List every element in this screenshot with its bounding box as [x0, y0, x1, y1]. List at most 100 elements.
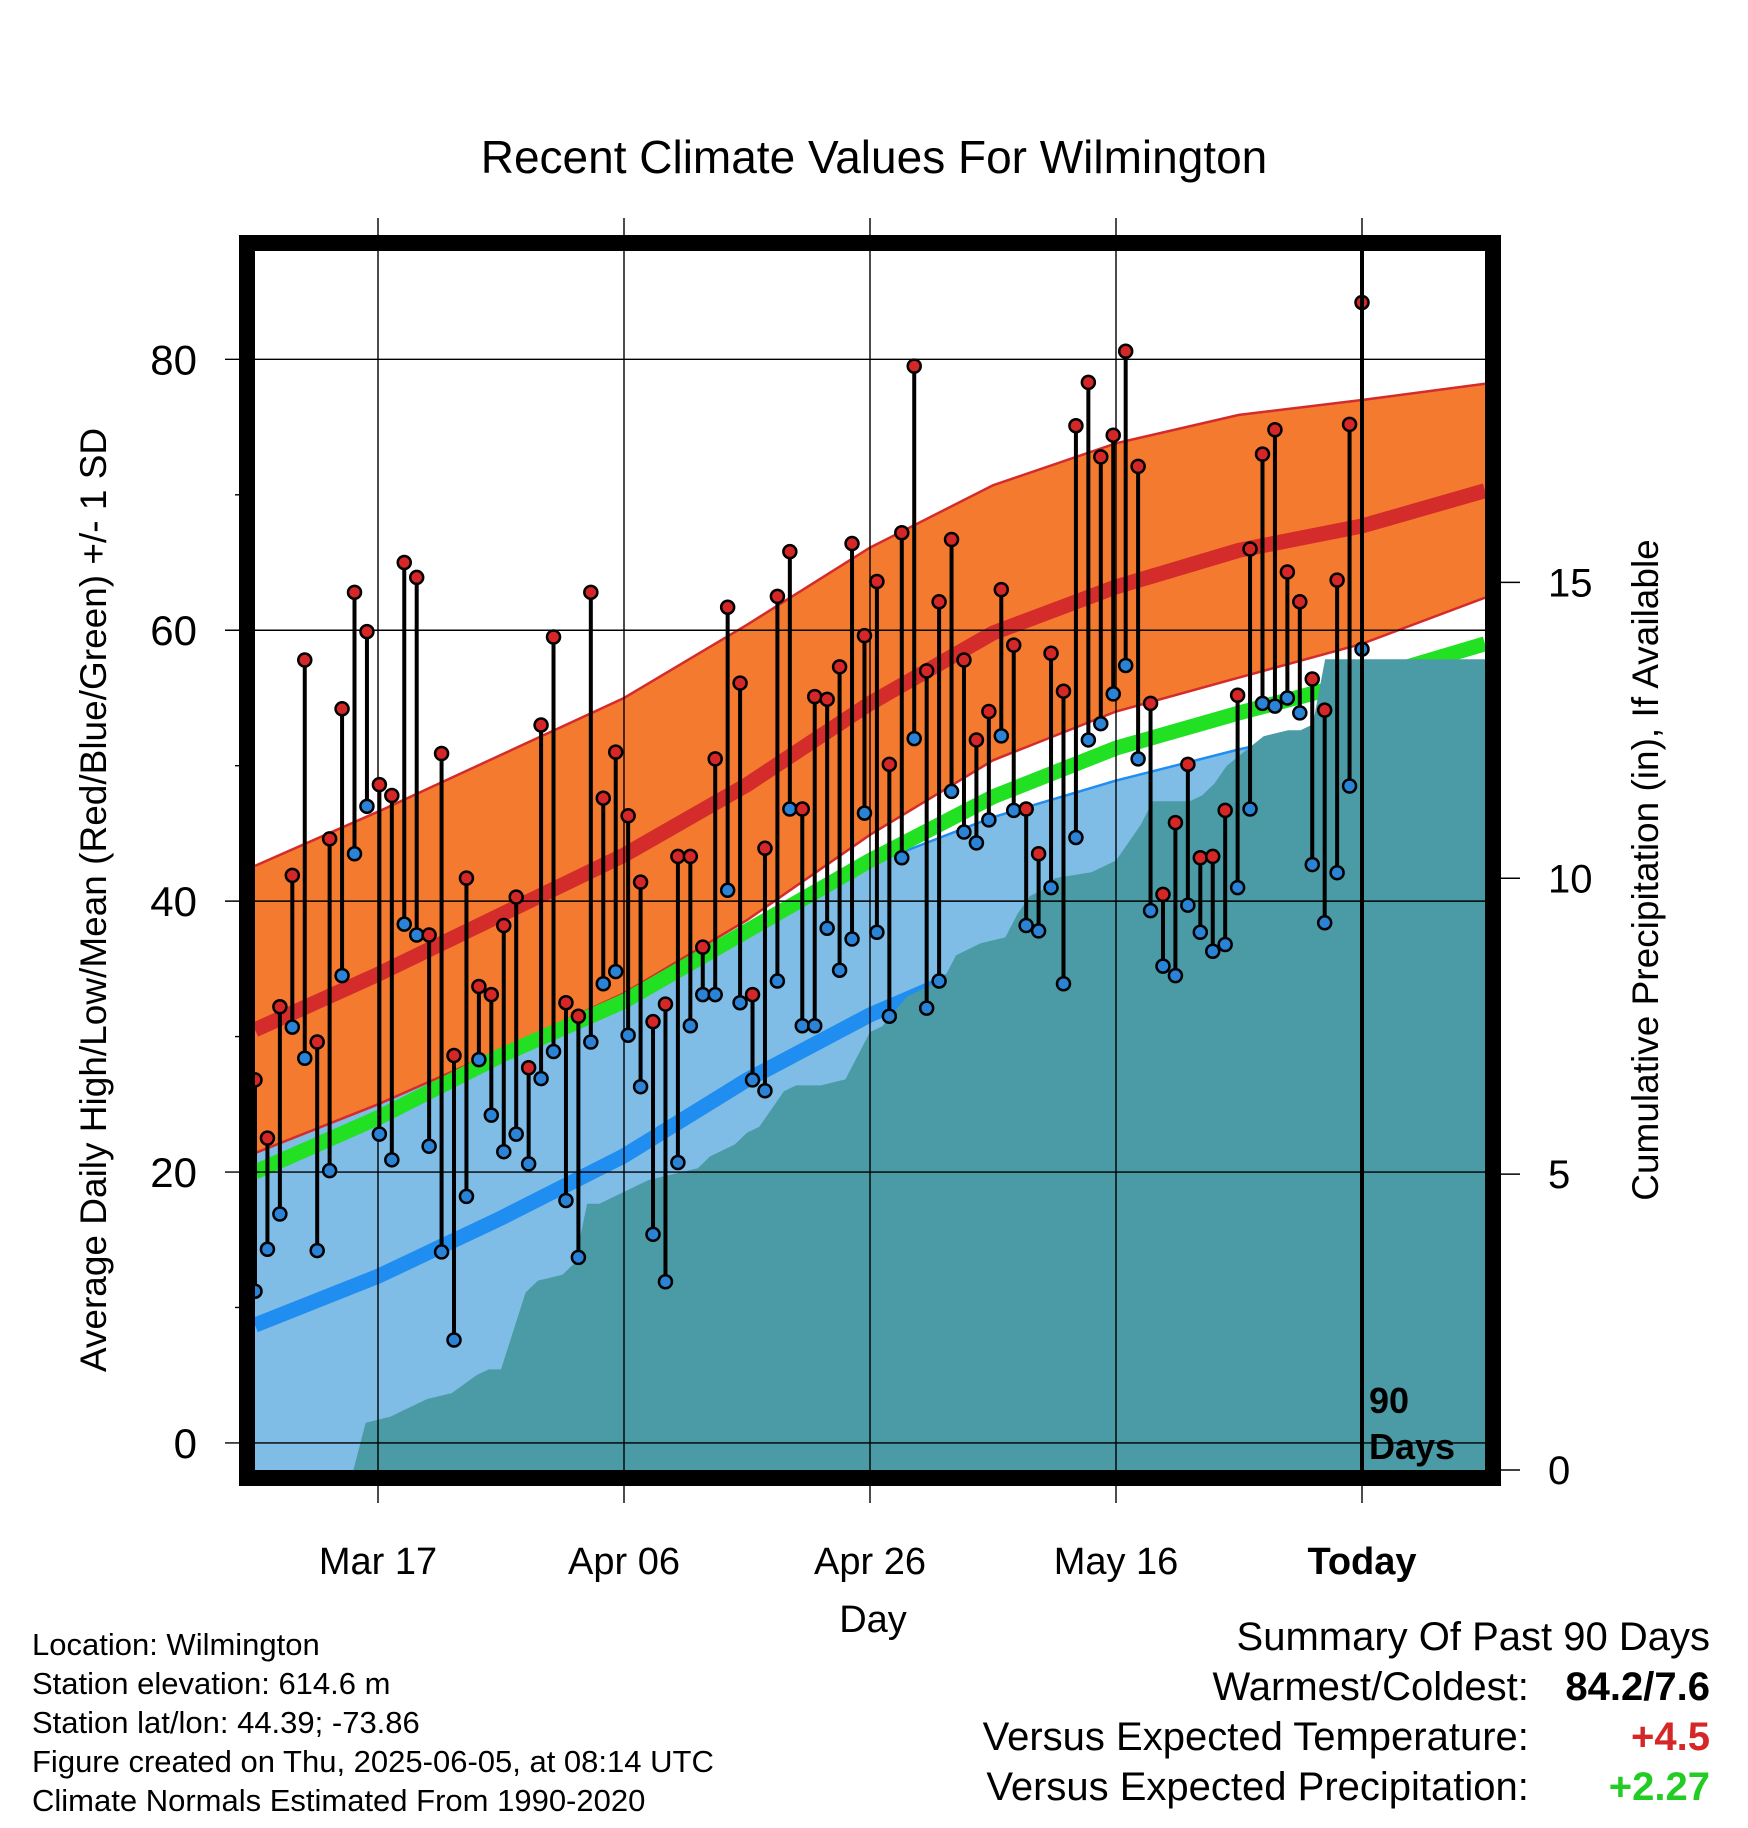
plot-content: 90 Days — [255, 251, 1485, 1470]
summary-precip-label: Versus Expected Precipitation: — [986, 1765, 1529, 1809]
obs-high-point — [421, 927, 437, 943]
obs-high-point — [1130, 458, 1146, 475]
obs-high-point — [1093, 449, 1109, 465]
x-axis-label: Day — [839, 1599, 907, 1641]
obs-low-point — [1292, 705, 1308, 721]
obs-high-point — [757, 840, 773, 857]
obs-low-point — [993, 728, 1010, 744]
obs-high-point — [918, 663, 935, 679]
obs-low-point — [570, 1249, 587, 1266]
x-tick-label: May 16 — [1054, 1541, 1179, 1583]
obs-high-point — [321, 831, 338, 847]
obs-high-point — [819, 691, 835, 708]
obs-low-point — [869, 924, 885, 941]
obs-low-point — [819, 920, 835, 936]
obs-high-point — [1254, 446, 1271, 462]
summary-temp-label: Versus Expected Temperature: — [982, 1715, 1529, 1759]
obs-low-point — [421, 1138, 437, 1155]
obs-low-point — [757, 1083, 773, 1099]
obs-low-point — [433, 1244, 450, 1260]
y-axis-label: Average Daily High/Low/Mean (Red/Blue/Gr… — [73, 428, 114, 1372]
obs-high-point — [769, 588, 786, 605]
obs-low-point — [943, 783, 960, 800]
summary-temp-value: +4.5 — [1631, 1715, 1710, 1759]
summary-precip-row: Versus Expected Precipitation: +2.27 — [710, 1762, 1710, 1812]
obs-high-point — [607, 744, 624, 760]
obs-high-point — [570, 1008, 587, 1025]
obs-high-point — [1155, 886, 1171, 903]
obs-high-point — [545, 629, 562, 645]
obs-high-point — [831, 659, 848, 675]
obs-low-point — [384, 1152, 400, 1168]
x-tick-label: Today — [1307, 1541, 1416, 1583]
y-tick-label: 60 — [150, 607, 197, 654]
obs-high-point — [384, 787, 400, 804]
obs-low-point — [583, 1034, 599, 1050]
obs-low-point — [471, 1051, 487, 1068]
obs-high-point — [1341, 416, 1358, 433]
obs-low-point — [346, 845, 363, 862]
obs-high-point — [471, 978, 487, 995]
obs-low-point — [1093, 715, 1109, 732]
obs-high-point — [881, 756, 898, 773]
obs-low-point — [769, 973, 786, 989]
obs-high-point — [1304, 671, 1320, 687]
obs-low-point — [259, 1241, 276, 1257]
obs-low-point — [844, 931, 860, 947]
info-created: Figure created on Thu, 2025-06-05, at 08… — [32, 1744, 714, 1779]
obs-low-point — [1167, 967, 1184, 984]
summary-panel: Summary Of Past 90 Days Warmest/Coldest:… — [710, 1612, 1710, 1812]
obs-low-point — [744, 1072, 761, 1088]
obs-high-point — [496, 917, 512, 934]
obs-low-point — [918, 1000, 935, 1016]
obs-low-point — [396, 916, 413, 932]
info-location: Location: Wilmington — [32, 1627, 320, 1662]
obs-low-point — [508, 1126, 524, 1142]
obs-high-point — [1316, 702, 1333, 718]
obs-high-point — [1229, 687, 1246, 704]
obs-high-point — [682, 848, 699, 865]
obs-high-point — [259, 1130, 276, 1146]
y2-tick-label: 10 — [1548, 857, 1593, 901]
obs-high-point — [1105, 427, 1121, 443]
obs-low-point — [255, 1283, 263, 1299]
obs-high-point — [272, 999, 288, 1015]
obs-high-point — [1217, 802, 1233, 819]
obs-high-point — [1242, 541, 1258, 557]
obs-high-point — [1192, 850, 1209, 866]
obs-low-point — [1117, 657, 1134, 674]
obs-high-point — [981, 703, 997, 720]
obs-low-point — [359, 798, 375, 815]
obs-low-point — [558, 1192, 574, 1209]
obs-high-point — [1204, 848, 1221, 865]
obs-low-point — [1204, 943, 1221, 959]
obs-low-point — [806, 1017, 823, 1034]
obs-low-point — [981, 812, 997, 828]
obs-low-point — [670, 1154, 686, 1171]
obs-low-point — [1080, 732, 1097, 748]
obs-low-point — [1130, 751, 1146, 767]
obs-low-point — [632, 1078, 649, 1095]
obs-low-point — [1267, 698, 1283, 714]
y2-tick-label: 15 — [1548, 561, 1593, 605]
obs-high-point — [1329, 572, 1345, 588]
obs-high-point — [1080, 374, 1097, 391]
obs-high-point — [408, 569, 425, 586]
obs-low-point — [483, 1107, 500, 1123]
x-tick-label: Mar 17 — [319, 1541, 437, 1583]
obs-high-point — [284, 867, 301, 884]
info-normals: Climate Normals Estimated From 1990-2020 — [32, 1783, 646, 1818]
obs-high-point — [1030, 845, 1047, 862]
obs-low-point — [272, 1206, 288, 1222]
obs-high-point — [433, 745, 450, 762]
obs-low-point — [297, 1050, 313, 1066]
obs-low-point — [458, 1188, 475, 1205]
obs-high-point — [670, 848, 686, 865]
obs-low-point — [1068, 829, 1084, 846]
obs-low-point — [595, 976, 612, 992]
obs-high-point — [595, 790, 612, 806]
y2-axis-label: Cumulative Precipitation (in), If Availa… — [1625, 539, 1666, 1201]
obs-high-point — [719, 599, 736, 615]
obs-low-point — [1329, 864, 1345, 881]
obs-low-point — [620, 1027, 636, 1043]
